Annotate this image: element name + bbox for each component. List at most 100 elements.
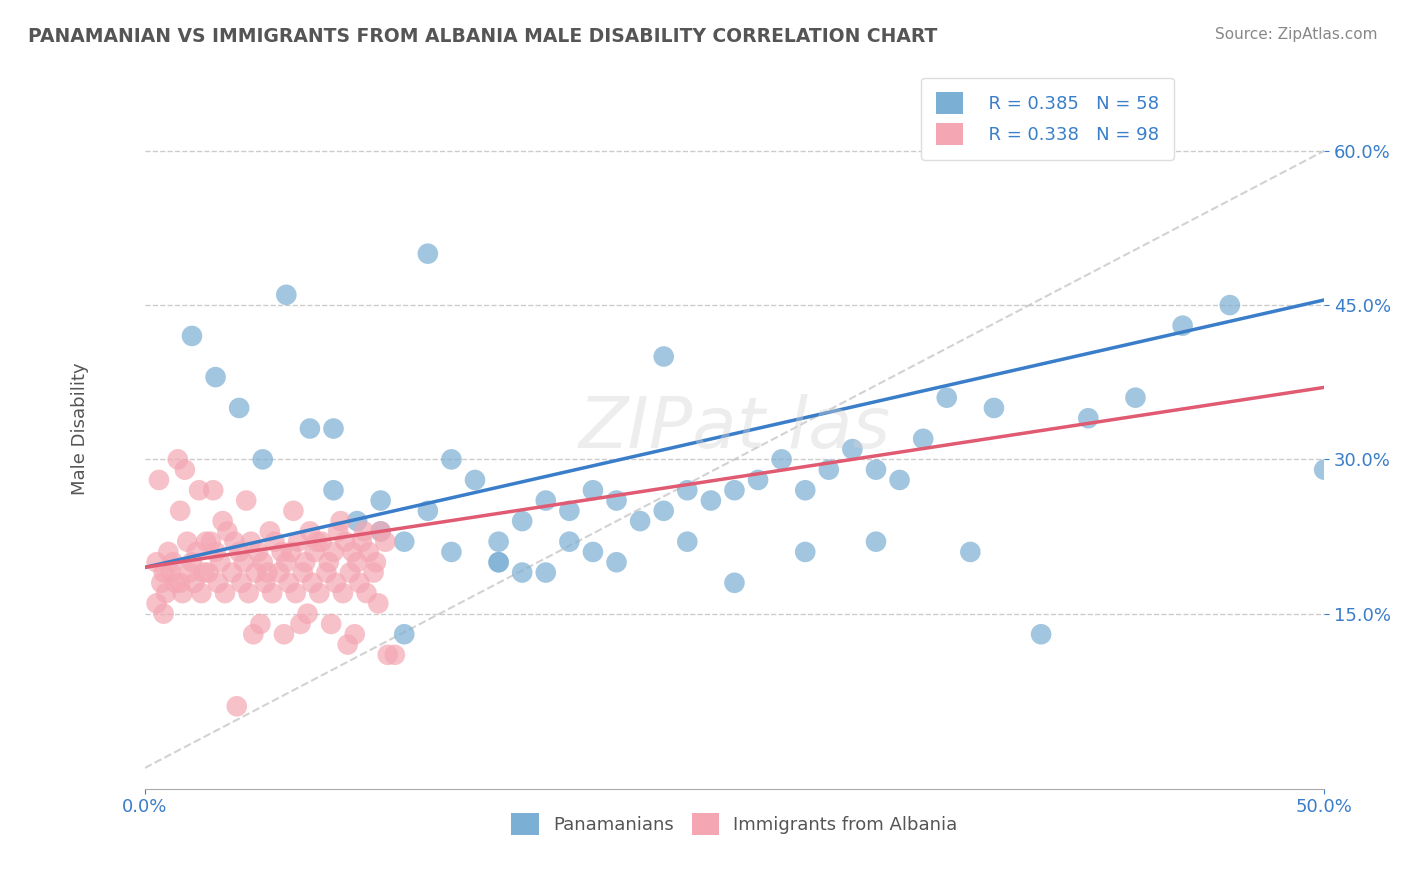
Point (276, 288, 298, 302)
Point (214, 586, 236, 600)
Point (628, 514, 651, 528)
Point (841, 442, 863, 456)
Point (346, 514, 368, 528)
Point (270, 545, 292, 559)
Point (290, 617, 312, 632)
Point (181, 555, 204, 569)
Point (606, 493, 628, 508)
Point (676, 483, 699, 498)
Point (723, 483, 745, 498)
Point (249, 617, 271, 632)
Point (238, 586, 260, 600)
Point (1171, 318, 1194, 333)
Point (239, 534, 262, 549)
Point (152, 607, 174, 621)
Point (912, 432, 935, 446)
Point (582, 483, 605, 498)
Point (155, 586, 177, 600)
Point (770, 452, 793, 467)
Point (256, 566, 278, 580)
Point (335, 534, 357, 549)
Point (277, 575, 299, 590)
Point (510, 514, 533, 528)
Point (179, 566, 201, 580)
Point (291, 566, 314, 580)
Point (889, 473, 911, 487)
Point (204, 545, 226, 559)
Point (174, 463, 197, 477)
Point (534, 566, 557, 580)
Point (416, 246, 439, 260)
Point (336, 638, 359, 652)
Point (207, 575, 229, 590)
Point (935, 391, 957, 405)
Point (1077, 411, 1099, 425)
Point (311, 534, 333, 549)
Point (342, 545, 364, 559)
Point (817, 463, 839, 477)
Point (159, 566, 181, 580)
Point (188, 483, 211, 498)
Point (488, 534, 510, 549)
Point (259, 524, 281, 539)
Point (211, 514, 233, 528)
Point (416, 504, 439, 518)
Point (148, 473, 170, 487)
Point (723, 575, 745, 590)
Point (166, 452, 188, 467)
Point (558, 534, 581, 549)
Point (247, 545, 270, 559)
Point (329, 514, 352, 528)
Point (235, 493, 257, 508)
Point (370, 493, 392, 508)
Point (221, 566, 243, 580)
Point (394, 627, 416, 641)
Point (169, 575, 191, 590)
Point (190, 586, 212, 600)
Text: PANAMANIAN VS IMMIGRANTS FROM ALBANIA MALE DISABILITY CORRELATION CHART: PANAMANIAN VS IMMIGRANTS FROM ALBANIA MA… (28, 27, 938, 45)
Point (367, 596, 389, 610)
Point (232, 555, 254, 569)
Point (193, 566, 215, 580)
Point (169, 504, 191, 518)
Point (304, 545, 326, 559)
Point (794, 483, 817, 498)
Point (983, 401, 1005, 415)
Point (343, 627, 366, 641)
Point (209, 555, 232, 569)
Point (284, 586, 307, 600)
Point (262, 586, 284, 600)
Point (301, 575, 323, 590)
Point (263, 534, 285, 549)
Point (325, 575, 347, 590)
Point (332, 586, 354, 600)
Point (287, 534, 309, 549)
Point (865, 463, 887, 477)
Point (204, 370, 226, 384)
Point (322, 545, 344, 559)
Point (283, 504, 305, 518)
Point (363, 566, 385, 580)
Point (1219, 298, 1241, 312)
Point (202, 483, 225, 498)
Point (145, 596, 167, 610)
Point (183, 575, 205, 590)
Legend: Panamanians, Immigrants from Albania: Panamanians, Immigrants from Albania (502, 805, 966, 845)
Point (339, 566, 361, 580)
Point (350, 534, 373, 549)
Point (224, 534, 246, 549)
Point (349, 575, 371, 590)
Point (298, 421, 321, 435)
Point (370, 524, 392, 539)
Point (794, 545, 817, 559)
Point (157, 545, 180, 559)
Point (374, 534, 396, 549)
Point (440, 452, 463, 467)
Point (197, 566, 219, 580)
Point (364, 555, 387, 569)
Point (252, 452, 274, 467)
Point (176, 534, 198, 549)
Point (1125, 391, 1147, 405)
Point (558, 504, 581, 518)
Point (162, 555, 184, 569)
